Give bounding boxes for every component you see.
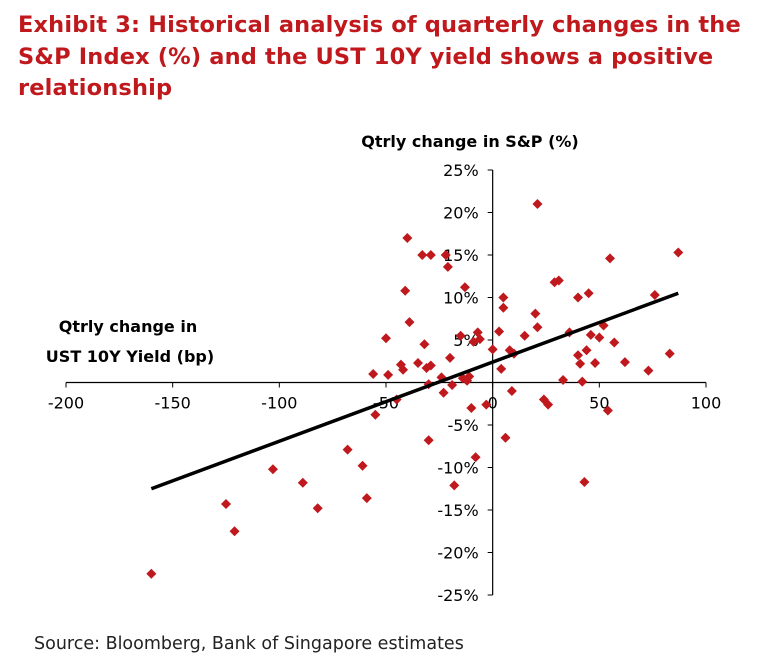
data-point — [581, 345, 592, 356]
data-point — [438, 387, 449, 398]
data-point — [673, 247, 684, 258]
chart-title: Exhibit 3: Historical analysis of quarte… — [18, 12, 741, 101]
data-point — [361, 493, 372, 504]
trendline — [150, 291, 679, 491]
data-point — [573, 350, 583, 361]
data-point — [447, 380, 458, 391]
y-tick-label: -20% — [437, 544, 478, 563]
data-point — [466, 403, 477, 413]
axes: -200-150-100-5005010025%20%15%10%5%-5%-1… — [48, 161, 721, 605]
data-point — [643, 365, 654, 376]
data-point — [609, 337, 620, 348]
x-tick-label: 50 — [589, 394, 609, 413]
data-point — [553, 275, 564, 286]
y-tick-label: -5% — [448, 416, 479, 435]
data-point — [487, 344, 498, 355]
data-point — [445, 352, 455, 363]
data-point — [470, 452, 481, 463]
data-point — [459, 282, 470, 293]
data-point — [423, 435, 434, 446]
data-point — [146, 568, 157, 579]
data-point — [532, 199, 543, 209]
data-point — [370, 409, 381, 420]
x-axis-title-line-2: UST 10Y Yield (bp) — [46, 347, 214, 366]
x-axis-title-line-1: Qtrly change in — [59, 317, 197, 336]
trendline-group — [150, 291, 679, 491]
data-point — [402, 233, 413, 243]
data-point — [498, 302, 509, 313]
data-point — [590, 357, 601, 368]
data-point — [229, 526, 240, 537]
data-point — [221, 499, 231, 510]
data-point — [297, 477, 308, 488]
data-point — [579, 476, 590, 487]
data-point — [573, 292, 583, 303]
data-point — [425, 250, 436, 260]
x-tick-label: -100 — [261, 394, 297, 413]
data-point — [400, 285, 411, 296]
x-tick-label: -200 — [48, 394, 84, 413]
data-point — [605, 253, 615, 264]
data-point — [530, 308, 541, 319]
data-point — [267, 464, 278, 475]
data-point — [383, 369, 394, 380]
data-point — [342, 444, 353, 455]
data-point — [442, 261, 453, 272]
y-axis-title: Qtrly change in S&P (%) — [361, 132, 578, 151]
y-tick-label: -10% — [437, 459, 478, 478]
data-point — [575, 358, 586, 369]
x-tick-label: 100 — [691, 394, 722, 413]
data-point — [449, 480, 460, 491]
data-point — [368, 369, 379, 379]
data-point — [425, 360, 436, 371]
data-point — [404, 317, 415, 328]
source-note: Source: Bloomberg, Bank of Singapore est… — [34, 634, 464, 654]
data-point — [583, 288, 594, 299]
y-tick-label: -25% — [437, 586, 478, 605]
data-point — [594, 332, 605, 343]
data-point — [558, 374, 569, 385]
data-point — [532, 322, 543, 333]
data-point — [519, 330, 530, 341]
data-point — [619, 357, 630, 368]
data-point — [602, 405, 613, 416]
data-point — [664, 348, 675, 359]
y-tick-label: 25% — [443, 161, 479, 180]
scatter-chart: Qtrly change in S&P (%) Qtrly change in … — [46, 132, 721, 605]
data-point — [649, 289, 660, 300]
data-point — [500, 432, 511, 443]
x-tick-label: 0 — [488, 394, 498, 413]
y-tick-label: -15% — [437, 501, 478, 520]
data-point — [398, 364, 409, 375]
data-point — [440, 250, 451, 260]
data-point — [481, 399, 492, 410]
data-point — [543, 399, 554, 410]
data-point — [357, 460, 368, 471]
data-point — [312, 503, 323, 514]
data-point — [474, 334, 485, 345]
y-tick-label: 15% — [443, 246, 479, 265]
data-point — [585, 329, 596, 340]
data-point — [419, 339, 430, 350]
data-point — [494, 326, 505, 337]
y-tick-label: 10% — [443, 289, 479, 308]
data-point — [381, 333, 391, 344]
y-tick-label: 20% — [443, 204, 479, 223]
data-point — [506, 386, 517, 396]
data-point — [413, 357, 423, 368]
data-point — [498, 292, 509, 303]
data-points — [146, 199, 684, 579]
data-point — [417, 250, 428, 260]
data-point — [496, 363, 507, 374]
data-point — [577, 376, 588, 387]
x-tick-label: -150 — [155, 394, 191, 413]
data-point — [455, 330, 466, 341]
data-point — [464, 371, 475, 382]
